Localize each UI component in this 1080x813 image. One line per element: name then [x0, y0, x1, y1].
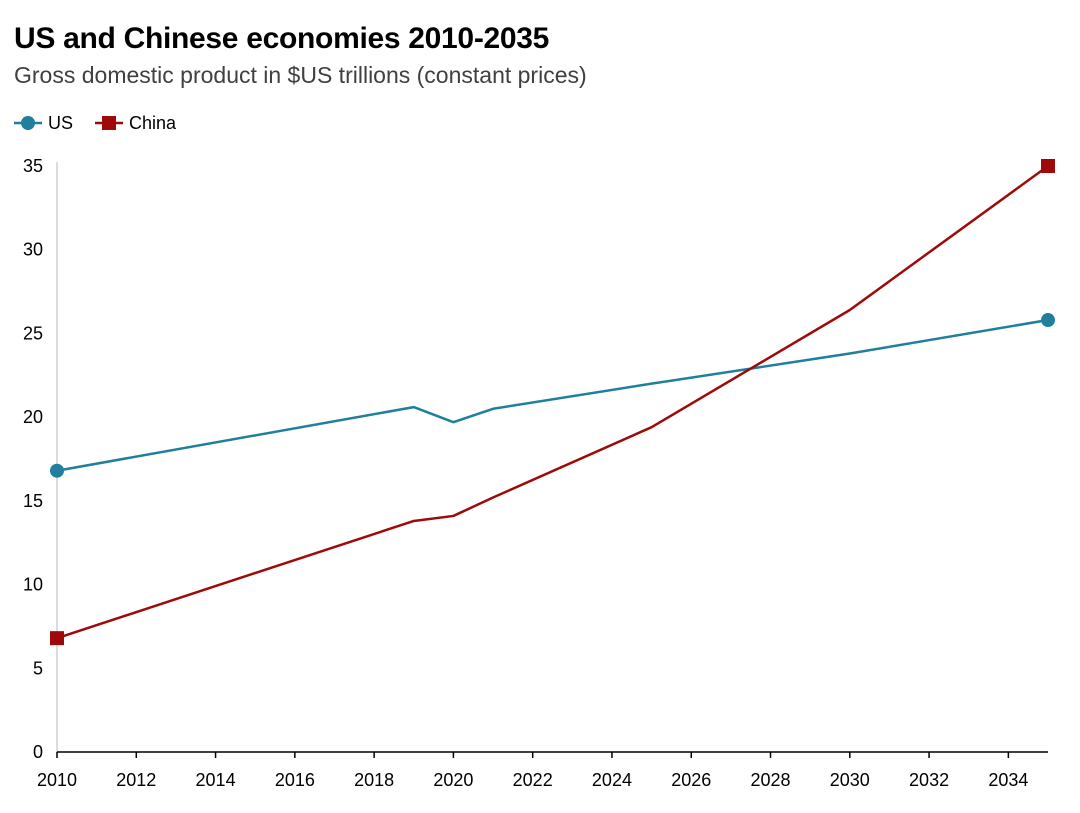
y-tick-label: 20: [23, 407, 43, 427]
x-tick-label: 2018: [354, 770, 394, 790]
legend-label-us: US: [48, 112, 74, 133]
x-tick-label: 2012: [116, 770, 156, 790]
x-tick-label: 2030: [830, 770, 870, 790]
chart-title: US and Chinese economies 2010-2035: [14, 22, 550, 55]
y-tick-label: 0: [33, 742, 43, 762]
x-tick-label: 2022: [513, 770, 553, 790]
x-tick-label: 2032: [909, 770, 949, 790]
legend-item-us[interactable]: US: [14, 113, 73, 134]
series-line-china[interactable]: [56, 164, 1049, 640]
legend: US China: [14, 111, 198, 135]
legend-item-china[interactable]: China: [95, 113, 176, 134]
y-tick-label: 35: [23, 156, 43, 176]
chart-subtitle: Gross domestic product in $US trillions …: [14, 62, 587, 88]
legend-label-china: China: [129, 112, 177, 133]
x-tick-label: 2034: [988, 770, 1028, 790]
y-tick-label: 30: [23, 240, 43, 260]
y-tick-label: 25: [23, 323, 43, 343]
x-tick-label: 2028: [750, 770, 790, 790]
x-tick-label: 2024: [592, 770, 632, 790]
series-line-us[interactable]: [56, 318, 1049, 472]
x-tick-label: 2014: [196, 770, 236, 790]
legend-square-marker-icon: [95, 116, 124, 130]
chart-axes: 0 5 10 15 20 25 30 35 2010 2012 2014 2016 2018 2020 20…: [23, 156, 1048, 790]
data-point-us[interactable]: [1041, 313, 1055, 328]
y-tick-label: 15: [23, 491, 43, 511]
chart-series: [50, 159, 1055, 646]
x-tick-label: 2020: [433, 770, 473, 790]
data-point-china[interactable]: [50, 631, 64, 646]
x-tick-label: 2010: [37, 770, 77, 790]
y-tick-label: 5: [33, 658, 43, 678]
x-tick-label: 2016: [275, 770, 315, 790]
data-point-china[interactable]: [1041, 159, 1055, 173]
x-tick-label: 2026: [671, 770, 711, 790]
data-point-us[interactable]: [50, 463, 64, 478]
legend-circle-marker-icon: [14, 116, 42, 130]
y-tick-label: 10: [23, 575, 43, 595]
